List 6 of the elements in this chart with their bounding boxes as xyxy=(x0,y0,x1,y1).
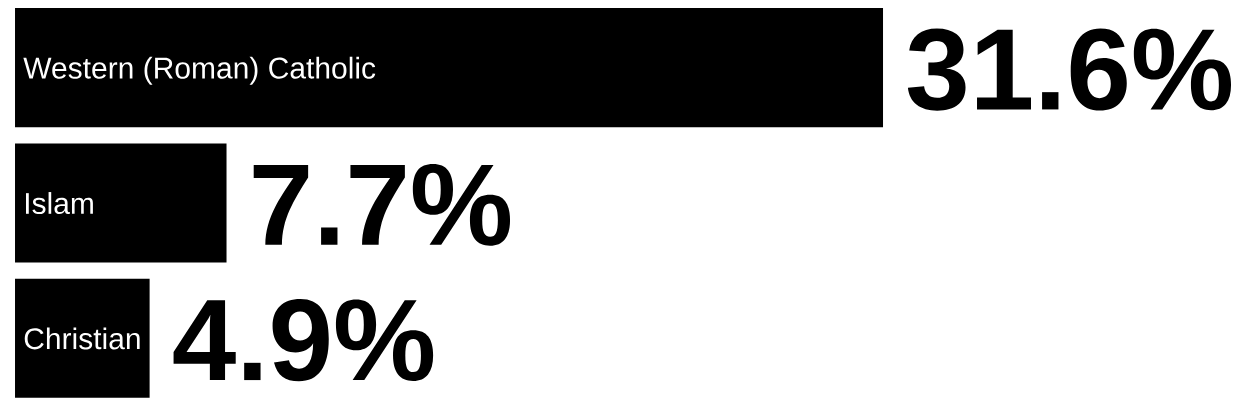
y-tick-label: Islam xyxy=(25,192,93,215)
data-label: 31.6% xyxy=(907,28,1232,111)
data-label: 7.7% xyxy=(253,164,511,246)
y-tick-label: Western (Roman) Catholic xyxy=(23,56,376,85)
data-label: 4.9% xyxy=(173,299,434,382)
y-tick-label: Christian xyxy=(24,327,140,350)
